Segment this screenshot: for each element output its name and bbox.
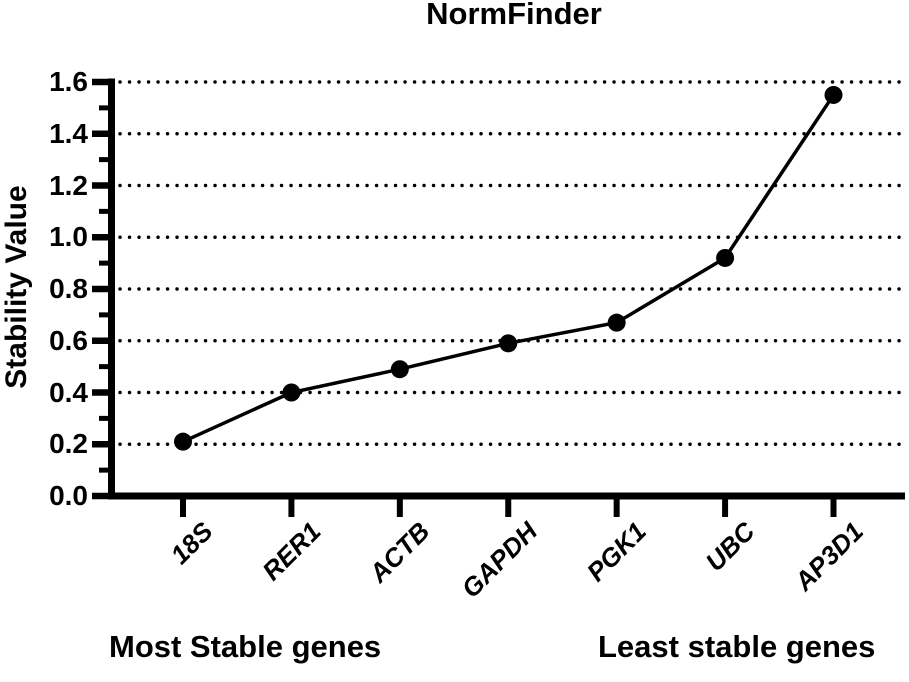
y-tick-label: 0.0 xyxy=(49,480,88,511)
y-tick-label: 0.4 xyxy=(49,376,88,408)
y-tick-label: 1.0 xyxy=(49,221,88,253)
y-tick-label: 1.4 xyxy=(49,117,88,149)
data-point-PGK1 xyxy=(607,313,626,332)
data-point-RER1 xyxy=(282,383,301,402)
data-point-ACTB xyxy=(390,360,409,379)
y-tick-label: 0.8 xyxy=(49,273,88,304)
annotation-most-stable-genes: Most Stable genes xyxy=(109,629,382,664)
y-tick-label: 1.2 xyxy=(49,169,88,201)
y-tick-label: 0.2 xyxy=(49,428,88,460)
data-point-UBC xyxy=(716,248,735,267)
data-point-GAPDH xyxy=(499,334,518,353)
chart-title: NormFinder xyxy=(426,0,602,31)
y-tick-label: 1.6 xyxy=(49,66,88,97)
data-point-AP3D1 xyxy=(824,85,843,104)
series-line xyxy=(182,93,835,444)
y-tick-label: 0.6 xyxy=(49,324,88,356)
annotation-least-stable-genes: Least stable genes xyxy=(598,629,876,664)
data-point-18S xyxy=(174,432,192,451)
